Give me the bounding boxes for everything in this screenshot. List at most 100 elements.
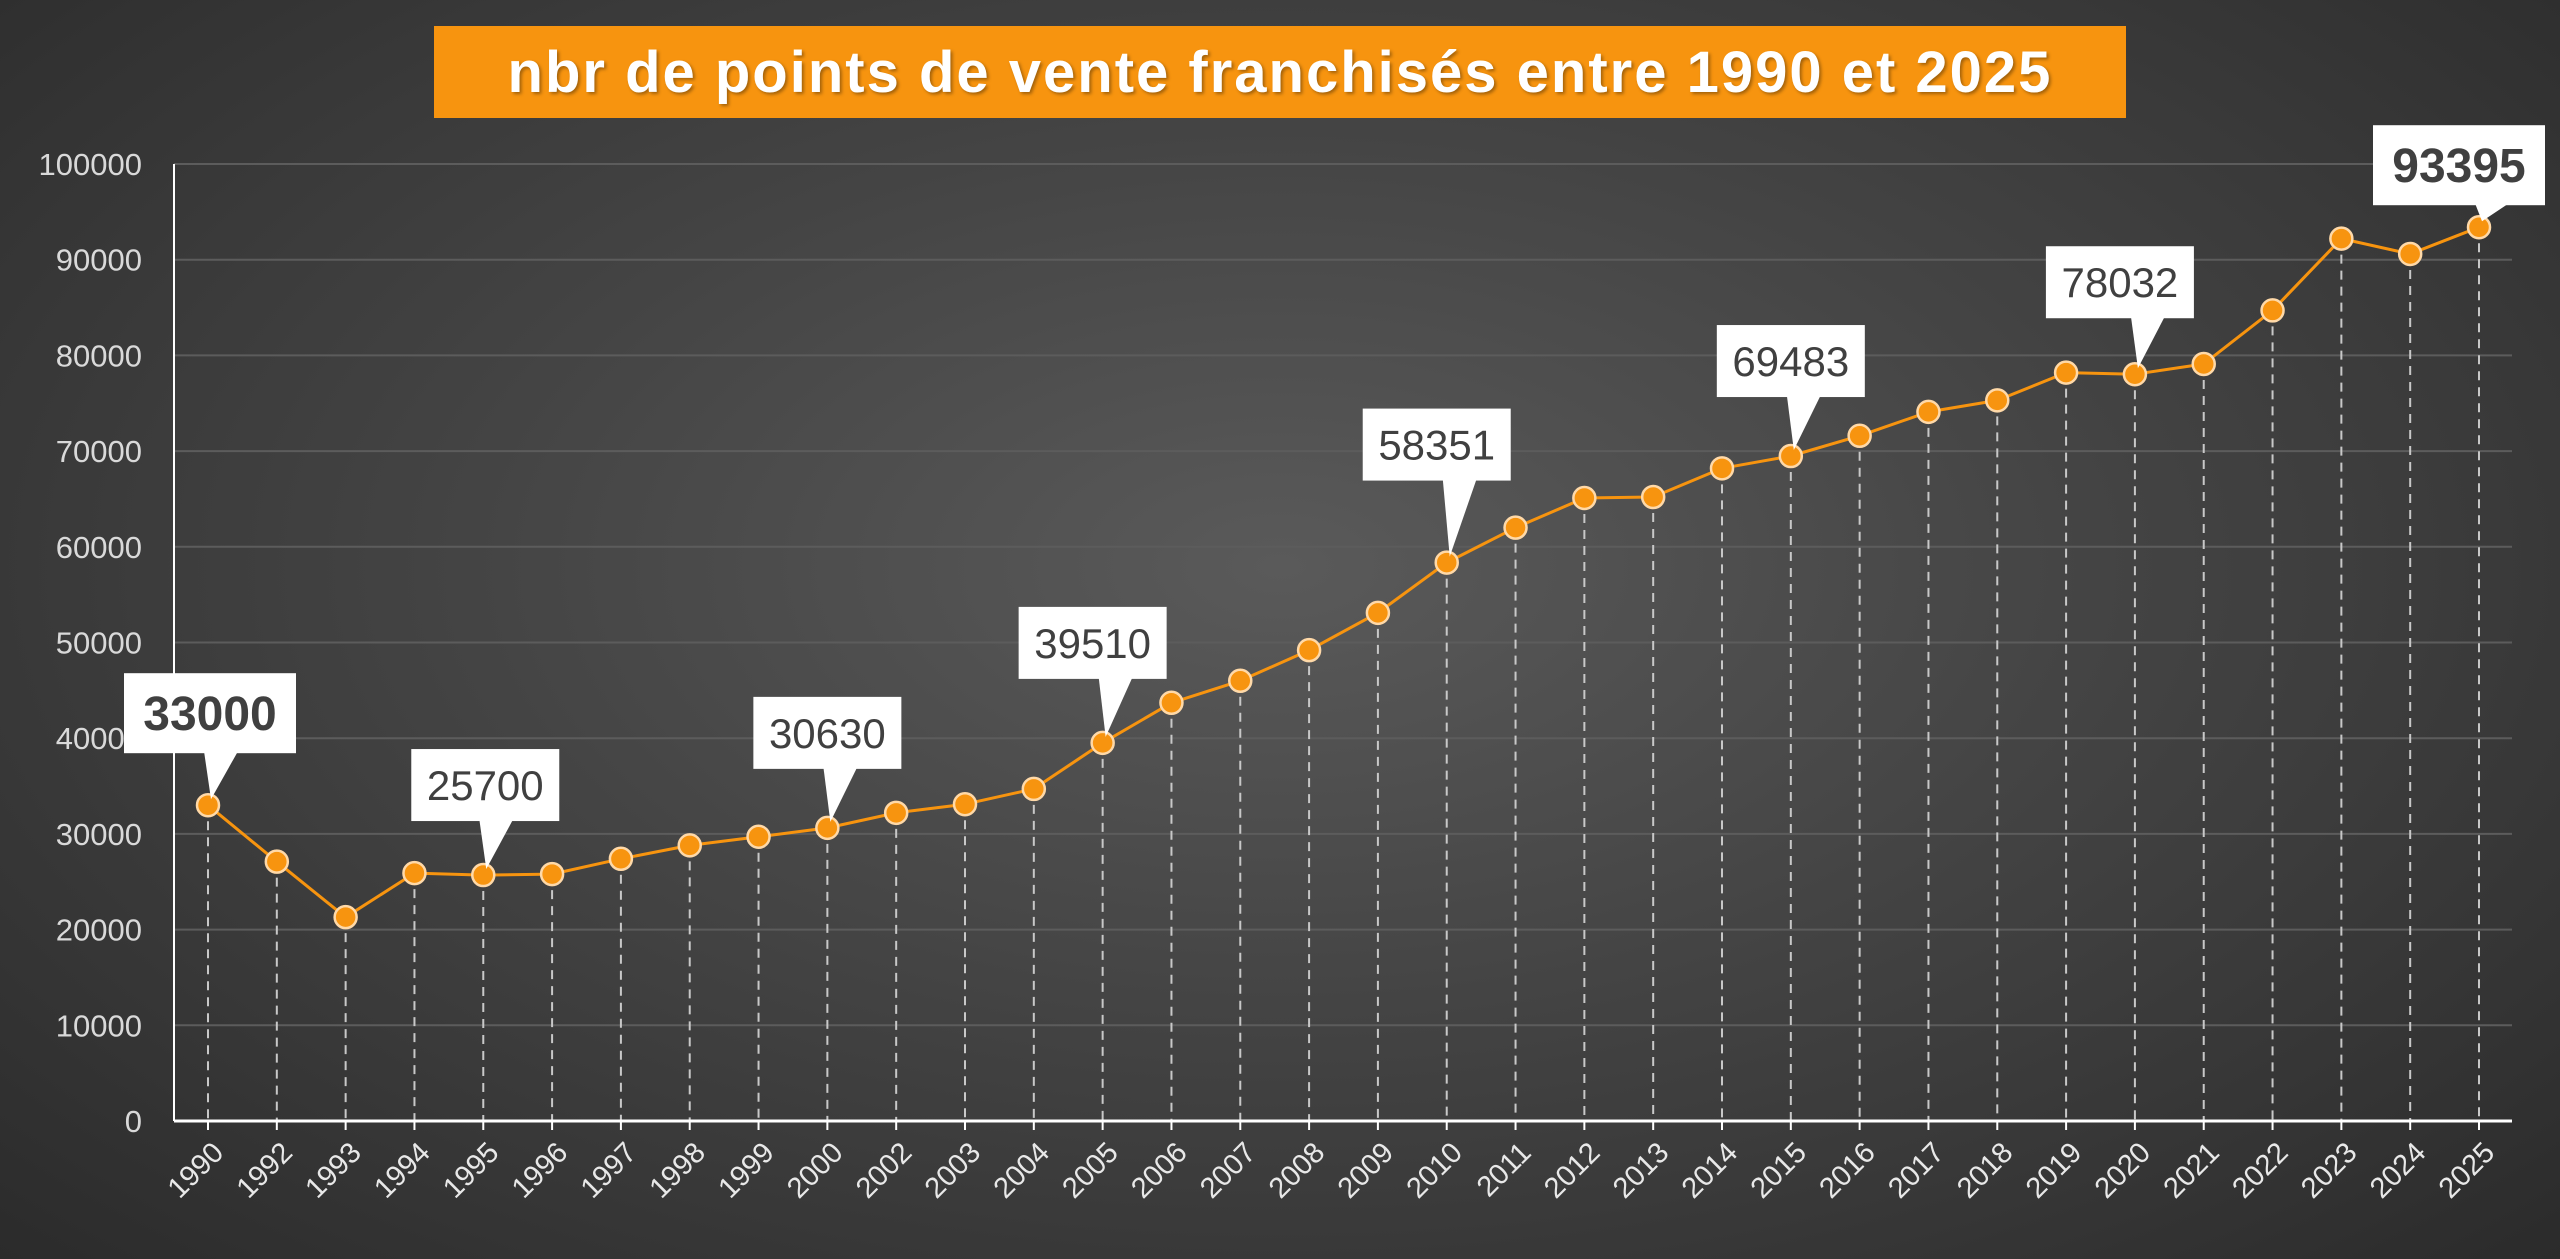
y-tick-label: 30000 (56, 817, 142, 852)
x-tick-label: 1997 (575, 1136, 643, 1204)
data-point-marker (2191, 351, 2216, 377)
x-tick-label: 2016 (1814, 1136, 1882, 1204)
x-axis-tick-labels: 1990 1992 1993 1994 1995 1996 1997 1998 1999 2000… (162, 1136, 2501, 1204)
callout-box (2373, 125, 2545, 206)
x-tick-label: 2007 (1194, 1136, 1262, 1204)
x-tick-label: 2005 (1057, 1136, 1125, 1204)
x-tick-label: 2004 (988, 1136, 1056, 1204)
y-tick-label: 80000 (56, 338, 142, 373)
x-tick-label: 2000 (781, 1136, 849, 1204)
data-point-marker (1503, 515, 1528, 540)
x-tick-label: 2014 (1676, 1136, 1744, 1204)
callout-label: 33000 (143, 688, 276, 741)
data-point-marker (2260, 298, 2285, 323)
y-axis-tick-labels: 0100002000030000400005000060000700008000… (39, 147, 142, 1139)
data-point-marker (1709, 456, 1735, 481)
callout-label: 93395 (2392, 140, 2525, 193)
data-callout: 69483 (1716, 325, 1865, 451)
series-polyline (207, 225, 2480, 919)
x-tick-label: 2010 (1401, 1136, 1469, 1204)
data-point-marker (608, 846, 634, 872)
data-point-marker (1365, 600, 1391, 626)
data-point-marker (264, 849, 290, 874)
x-tick-label: 2009 (1332, 1136, 1400, 1204)
callout-pointer (204, 751, 238, 800)
x-tick-label: 2018 (1951, 1136, 2019, 1204)
data-callouts: 33000 25700 30630 39510 58351 69483 78032 93395 (124, 125, 2545, 870)
data-point-marker (677, 833, 702, 858)
x-tick-label: 2015 (1745, 1136, 1813, 1204)
callout-pointer (479, 819, 514, 870)
data-point-marker (1985, 388, 2010, 413)
data-point-marker (2053, 360, 2079, 385)
callout-box (411, 749, 560, 822)
data-point-marker (2397, 241, 2423, 267)
data-point-marker (2466, 214, 2492, 240)
x-tick-label: 1994 (368, 1136, 436, 1204)
callout-pointer (823, 766, 858, 822)
data-callout: 58351 (1362, 408, 1511, 557)
data-point-marker (1090, 730, 1115, 756)
callout-box (1716, 325, 1865, 398)
data-point-marker (883, 800, 909, 826)
callout-label: 78032 (2062, 259, 2179, 306)
x-tick-label: 2025 (2433, 1136, 2501, 1204)
data-point-marker (1640, 484, 1666, 510)
x-tick-label: 2012 (1538, 1136, 1606, 1204)
chart-title: nbr de points de vente franchisés entre … (434, 26, 2126, 118)
y-tick-label: 100000 (39, 147, 142, 182)
series-line (207, 225, 2480, 919)
data-point-marker (402, 860, 427, 886)
callout-box (753, 696, 902, 769)
data-point-marker (1021, 776, 1047, 802)
data-point-marker (1159, 690, 1184, 716)
callout-pointer (1442, 478, 1477, 557)
data-callout: 33000 (124, 673, 296, 800)
axes (173, 164, 2512, 1130)
x-tick-label: 2011 (1471, 1136, 1538, 1203)
callout-box (1018, 606, 1167, 679)
callout-box (2045, 246, 2194, 319)
data-callout: 25700 (411, 749, 560, 870)
data-point-marker (1916, 399, 1941, 425)
x-tick-label: 2006 (1125, 1136, 1193, 1204)
callout-pointer (1098, 676, 1133, 737)
x-tick-label: 2021 (2158, 1136, 2226, 1204)
data-callout: 39510 (1018, 606, 1167, 737)
x-tick-label: 2002 (850, 1136, 918, 1204)
x-tick-label: 2003 (919, 1136, 987, 1204)
data-point-marker (333, 904, 358, 930)
data-point-marker (1778, 443, 1804, 469)
callout-label: 69483 (1732, 338, 1849, 385)
y-tick-label: 10000 (56, 1008, 142, 1043)
data-point-marker (1572, 485, 1597, 511)
data-callout: 93395 (2373, 125, 2545, 222)
callout-label: 30630 (769, 710, 886, 757)
y-tick-label: 60000 (56, 530, 142, 565)
data-point-marker (1434, 550, 1459, 575)
callout-box (1362, 408, 1511, 481)
data-point-marker (1296, 637, 1322, 663)
x-tick-label: 1996 (506, 1136, 574, 1204)
x-tick-label: 2019 (2020, 1136, 2088, 1204)
data-point-marker (952, 791, 978, 817)
data-point-marker (471, 862, 496, 888)
y-tick-label: 70000 (56, 434, 142, 469)
drop-lines (207, 227, 2480, 1121)
y-tick-label: 90000 (56, 243, 142, 278)
callout-label: 58351 (1378, 422, 1495, 469)
data-point-marker (746, 824, 771, 850)
callout-pointer (2130, 316, 2165, 369)
gridlines (174, 163, 2512, 1027)
data-callout: 78032 (2045, 246, 2194, 369)
series-markers (195, 214, 2492, 930)
x-tick-label: 1999 (712, 1136, 780, 1204)
y-tick-label: 20000 (56, 913, 142, 948)
x-tick-label: 1990 (162, 1136, 230, 1204)
x-tick-label: 1995 (437, 1136, 505, 1204)
callout-pointer (1786, 395, 1821, 451)
x-tick-label: 1992 (231, 1136, 299, 1204)
data-point-marker (815, 815, 840, 841)
